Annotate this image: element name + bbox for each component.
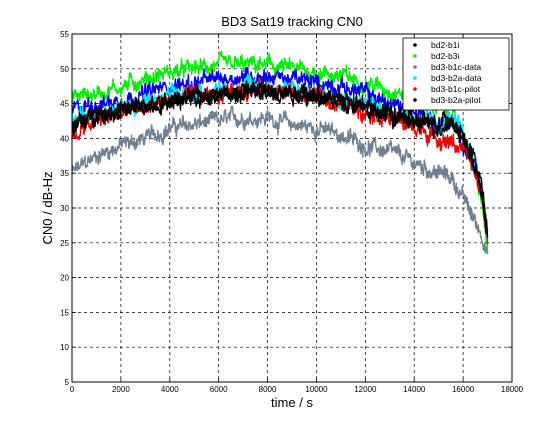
x-tick-label: 2000: [112, 385, 130, 394]
y-tick-label: 50: [60, 65, 69, 74]
y-tick-label: 40: [60, 134, 69, 143]
legend-entry: bd3-b2a-data: [431, 73, 482, 83]
x-tick-label: 14000: [403, 385, 426, 394]
x-tick-label: 16000: [452, 385, 475, 394]
legend-marker: [413, 76, 417, 80]
y-tick-label: 35: [60, 169, 69, 178]
x-tick-label: 8000: [259, 385, 277, 394]
legend-marker: [413, 54, 417, 58]
x-tick-label: 0: [70, 385, 75, 394]
legend-marker: [413, 98, 417, 102]
legend-marker: [413, 87, 417, 91]
series-line-unlabeled-blue: [71, 66, 489, 234]
y-tick-label: 25: [60, 239, 69, 248]
y-tick-label: 10: [60, 343, 69, 352]
y-tick-label: 5: [65, 378, 70, 387]
x-tick-label: 12000: [354, 385, 377, 394]
y-axis-label: CN0 / dB-Hz: [40, 172, 55, 245]
y-tick-label: 20: [60, 274, 69, 283]
x-tick-label: 4000: [161, 385, 179, 394]
x-tick-label: 10000: [305, 385, 328, 394]
legend: bd2-b1ibd2-b3ibd3-b1c-databd3-b2a-databd…: [402, 37, 510, 111]
legend-entry: bd3-b1c-pilot: [431, 84, 481, 94]
legend-box: [402, 37, 510, 111]
x-tick-label: 6000: [210, 385, 228, 394]
legend-marker: [413, 43, 417, 47]
x-tick-label: 18000: [501, 385, 524, 394]
y-tick-label: 15: [60, 308, 69, 317]
legend-marker: [413, 65, 417, 69]
legend-entry: bd3-b1c-data: [431, 62, 481, 72]
legend-entry: bd3-b2a-pilot: [431, 95, 481, 105]
chart-title: BD3 Sat19 tracking CN0: [221, 14, 363, 29]
x-axis-label: time / s: [271, 395, 313, 410]
legend-entry: bd2-b3i: [431, 51, 459, 61]
y-tick-label: 30: [60, 204, 69, 213]
legend-entry: bd2-b1i: [431, 40, 459, 50]
series-line-bd3-b2a-pilot: [71, 81, 489, 231]
y-tick-label: 55: [60, 30, 69, 39]
series-layer: [71, 50, 489, 255]
y-tick-label: 45: [60, 100, 69, 109]
axis-ticks: 0 2000 4000 6000 8000 10000 12000 14000 16000 180…: [60, 30, 524, 394]
series-line-bd3-b1c-data: [71, 105, 489, 255]
